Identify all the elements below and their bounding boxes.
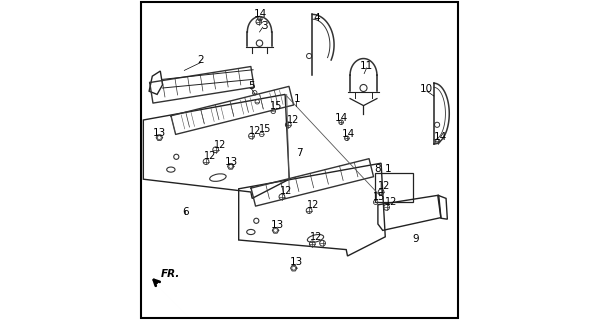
Text: 12: 12 xyxy=(378,181,391,191)
Text: 6: 6 xyxy=(182,207,189,217)
Text: 1: 1 xyxy=(385,164,392,174)
Text: 13: 13 xyxy=(290,257,303,268)
Text: 12: 12 xyxy=(307,200,319,210)
Text: 10: 10 xyxy=(420,84,434,94)
Text: 12: 12 xyxy=(204,151,216,161)
Text: 12: 12 xyxy=(310,232,322,243)
Text: 12: 12 xyxy=(287,115,300,125)
Text: 4: 4 xyxy=(314,12,320,23)
Text: 7: 7 xyxy=(296,148,303,158)
Text: 13: 13 xyxy=(271,220,285,230)
Text: 12: 12 xyxy=(385,196,397,207)
Text: 9: 9 xyxy=(412,234,419,244)
Text: 15: 15 xyxy=(270,101,283,111)
Text: 11: 11 xyxy=(360,60,373,71)
Text: 12: 12 xyxy=(249,125,262,136)
Text: 14: 14 xyxy=(341,129,355,139)
Text: 1: 1 xyxy=(294,93,300,104)
Text: 12: 12 xyxy=(214,140,226,150)
Text: 14: 14 xyxy=(254,9,267,20)
Text: 14: 14 xyxy=(434,132,447,142)
Text: 13: 13 xyxy=(225,156,238,167)
Text: 13: 13 xyxy=(153,128,166,138)
Text: 15: 15 xyxy=(373,192,386,202)
Text: 12: 12 xyxy=(280,186,292,196)
Text: 3: 3 xyxy=(261,20,268,31)
Text: 8: 8 xyxy=(374,164,381,174)
Text: FR.: FR. xyxy=(161,269,180,279)
Text: 5: 5 xyxy=(248,81,255,92)
Text: 15: 15 xyxy=(259,124,271,134)
Text: 14: 14 xyxy=(335,113,349,123)
Text: 2: 2 xyxy=(198,55,204,65)
